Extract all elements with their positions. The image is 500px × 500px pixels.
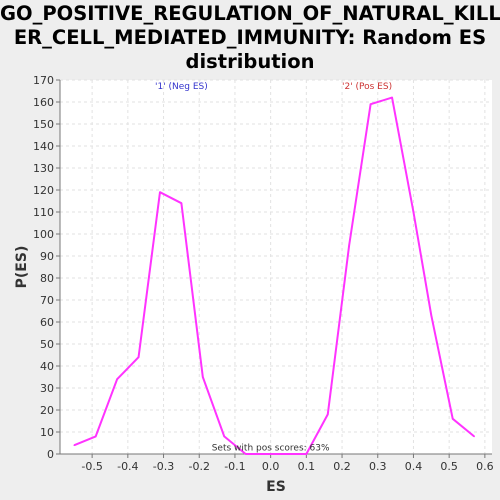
y-tick-label: 160 — [33, 96, 54, 109]
annotation-1: '2' (Pos ES) — [342, 82, 392, 92]
annotation-2: Sets with pos scores: 63% — [212, 444, 330, 454]
data-point — [269, 453, 272, 455]
x-tick-label: 0.4 — [405, 460, 423, 473]
data-point — [94, 435, 97, 438]
data-point — [473, 435, 475, 438]
y-tick-label: 120 — [33, 184, 54, 197]
data-point — [244, 453, 247, 455]
data-point — [223, 435, 226, 438]
plot-area — [60, 80, 492, 454]
data-point — [180, 202, 183, 204]
y-tick-label: 140 — [33, 140, 54, 153]
x-tick-label: -0.1 — [224, 460, 245, 473]
y-tick-label: 70 — [40, 294, 54, 307]
data-point — [202, 376, 204, 378]
x-tick-label: -0.4 — [117, 460, 138, 473]
data-point — [391, 96, 393, 99]
x-tick-label: -0.5 — [81, 460, 102, 473]
data-point — [116, 378, 118, 381]
y-tick-label: 150 — [33, 118, 54, 131]
y-tick-label: 40 — [40, 360, 54, 373]
y-tick-label: 90 — [40, 250, 54, 263]
y-tick-label: 50 — [40, 338, 54, 351]
y-tick-label: 20 — [40, 404, 54, 417]
x-tick-label: 0.3 — [369, 460, 387, 473]
data-point — [326, 413, 329, 416]
data-point — [412, 211, 415, 213]
y-tick-label: 130 — [33, 162, 54, 175]
x-tick-label: 0.5 — [440, 460, 458, 473]
y-axis-label: P(ES) — [14, 246, 30, 289]
x-tick-label: 0.2 — [333, 460, 351, 473]
data-point — [430, 314, 433, 317]
data-point — [137, 356, 140, 359]
data-point — [369, 103, 372, 105]
data-point — [159, 191, 161, 193]
x-tick-label: 0.1 — [298, 460, 316, 473]
y-tick-label: 110 — [33, 206, 54, 219]
y-tick-label: 30 — [40, 382, 54, 395]
x-tick-label: -0.3 — [153, 460, 174, 473]
data-point — [73, 444, 76, 447]
data-point — [348, 244, 350, 246]
x-tick-label: 0.6 — [476, 460, 494, 473]
data-point — [305, 453, 308, 455]
annotation-0: '1' (Neg ES) — [155, 82, 208, 92]
chart-title: GO_POSITIVE_REGULATION_OF_NATURAL_KILL E… — [0, 2, 500, 73]
x-axis-label: ES — [266, 479, 286, 495]
x-tick-label: 0.0 — [262, 460, 280, 473]
y-tick-label: 10 — [40, 426, 54, 439]
y-tick-label: 0 — [47, 448, 54, 461]
x-tick-label: -0.2 — [189, 460, 210, 473]
data-point — [451, 418, 454, 420]
y-tick-label: 100 — [33, 228, 54, 241]
y-tick-label: 170 — [33, 74, 54, 87]
y-tick-label: 60 — [40, 316, 54, 329]
y-tick-label: 80 — [40, 272, 54, 285]
